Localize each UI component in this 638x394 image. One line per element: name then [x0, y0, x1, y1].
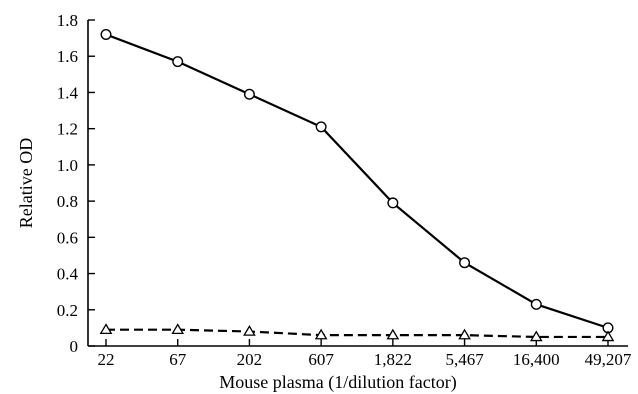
series-2-point: [314, 328, 328, 340]
y-tick-label: 1.4: [57, 83, 79, 102]
x-tick-label: 67: [169, 350, 187, 369]
series-1-point: [315, 121, 327, 133]
series-1-point: [172, 56, 184, 68]
y-ticks: 0 0.2 0.4 0.6 0.8 1.0 1.2 1.4 1.6 1.8: [57, 11, 95, 356]
series-1-point: [100, 28, 112, 40]
series-2-point: [458, 328, 471, 340]
y-tick-label: 1.6: [57, 47, 78, 66]
series-1-point: [387, 197, 399, 209]
series-2-point: [601, 330, 615, 342]
series-1-point: [243, 88, 255, 100]
x-tick-label: 607: [308, 350, 334, 369]
x-tick-label: 1,822: [374, 350, 412, 369]
y-tick-label: 0.8: [57, 192, 78, 211]
series-2-point: [171, 323, 185, 334]
series-1-line: [105, 33, 609, 329]
y-tick-label: 1.2: [57, 120, 78, 139]
y-tick-label: 0.6: [57, 228, 78, 247]
series-1-point: [459, 257, 471, 269]
y-axis-label: Relative OD: [16, 138, 36, 228]
y-tick-label: 0.2: [57, 301, 78, 320]
x-tick-label: 5,467: [445, 350, 484, 369]
series-1-point: [530, 298, 542, 310]
y-tick-label: 1.0: [57, 156, 78, 175]
series-2-point: [529, 330, 543, 342]
y-tick-label: 0.4: [57, 265, 79, 284]
x-tick-label: 16,400: [513, 350, 560, 369]
series-2-point: [386, 328, 400, 340]
x-tick-label: 22: [98, 350, 115, 369]
x-axis-label: Mouse plasma (1/dilution factor): [219, 372, 456, 393]
series-2-point: [99, 323, 113, 334]
x-tick-label: 202: [237, 350, 263, 369]
axes: [87, 20, 628, 347]
y-tick-label: 1.8: [57, 11, 78, 30]
series-group: [99, 28, 615, 342]
y-tick-label: 0: [70, 337, 79, 356]
x-tick-label: 49,207: [585, 350, 632, 369]
series-2-point: [243, 325, 256, 336]
x-ticks: 22 67 202 607 1,822 5,467 16,400 49,207: [98, 339, 632, 369]
